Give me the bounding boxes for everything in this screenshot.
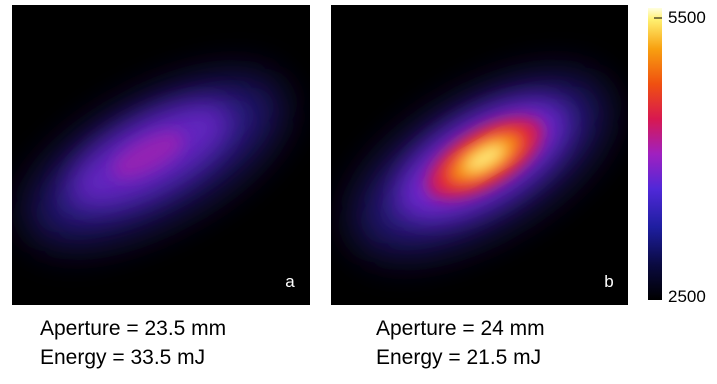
- panel-label: b: [604, 272, 613, 291]
- panel-label: a: [285, 272, 295, 291]
- caption-line: Energy = 33.5 mJ: [40, 346, 205, 369]
- caption-a: Aperture = 23.5 mm Energy = 33.5 mJ: [40, 317, 226, 369]
- beam-image: [355, 77, 605, 253]
- caption-line: Aperture = 23.5 mm: [40, 317, 226, 340]
- panel-b: b: [331, 5, 628, 305]
- caption-line: Energy = 21.5 mJ: [376, 346, 541, 369]
- beam-image: [28, 78, 282, 242]
- colorbar-scale: [648, 8, 662, 300]
- caption-b: Aperture = 24 mm Energy = 21.5 mJ: [376, 317, 545, 369]
- panel-a: a: [12, 5, 310, 305]
- colorbar: 5500 2500: [648, 8, 706, 306]
- colorbar-max-label: 5500: [668, 8, 706, 27]
- caption-line: Aperture = 24 mm: [376, 317, 545, 340]
- colorbar-min-label: 2500: [668, 287, 706, 306]
